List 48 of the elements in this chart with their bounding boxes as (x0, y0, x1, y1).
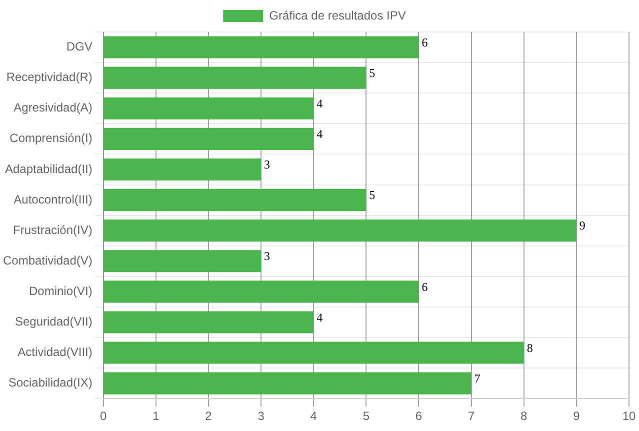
legend-label: Gráfica de resultados IPV (269, 8, 406, 22)
x-tick-label: 3 (258, 409, 265, 424)
data-label: 4 (316, 127, 323, 142)
y-tick-label: Sociabilidad(IX) (8, 376, 92, 390)
data-label: 8 (526, 340, 533, 355)
data-label: 5 (369, 188, 376, 202)
bar (104, 311, 314, 334)
data-label: 4 (316, 310, 323, 324)
bar (104, 280, 419, 303)
bar (104, 128, 314, 150)
bar (104, 97, 314, 120)
x-tick-label: 6 (415, 409, 422, 424)
y-tick-label: Autocontrol(III) (14, 192, 92, 206)
bar (104, 342, 524, 364)
bar (104, 158, 262, 181)
x-tick-label: 5 (362, 409, 370, 424)
data-label: 5 (369, 66, 376, 80)
bar (104, 36, 419, 58)
data-label: 6 (422, 280, 428, 294)
y-tick-label: Seguridad(VII) (14, 314, 92, 329)
x-tick-label: 1 (152, 409, 160, 424)
y-tick-label: Adaptabilidad(II) (4, 162, 92, 176)
y-tick-label: Frustración(IV) (13, 222, 92, 237)
bar (104, 220, 576, 242)
bar (104, 188, 366, 212)
x-tick-label: 10 (622, 409, 636, 424)
data-label: 9 (579, 218, 586, 233)
y-tick-label: Comprensión(I) (10, 131, 92, 146)
data-label: 4 (316, 96, 323, 110)
y-tick-label: Dominio(VI) (29, 284, 92, 298)
data-label: 6 (422, 35, 428, 50)
x-tick-label: 0 (100, 409, 108, 424)
y-tick-label: DGV (66, 40, 92, 54)
x-tick-label: 4 (310, 409, 318, 424)
y-tick-label: Actividad(VIII) (18, 345, 92, 360)
y-tick-label: Combatividad(V) (2, 253, 92, 268)
data-label: 3 (264, 249, 270, 264)
bar (104, 66, 366, 89)
y-tick-label: Receptividad(R) (6, 70, 92, 84)
x-tick-label: 9 (573, 409, 580, 424)
y-tick-label: Agresividad(A) (14, 100, 92, 115)
x-tick-label: 2 (205, 409, 212, 424)
data-label: 7 (474, 371, 480, 386)
data-label: 3 (264, 158, 270, 172)
x-tick-label: 7 (468, 409, 475, 424)
bar (104, 250, 262, 272)
x-tick-label: 8 (520, 409, 528, 424)
bar (104, 372, 472, 394)
